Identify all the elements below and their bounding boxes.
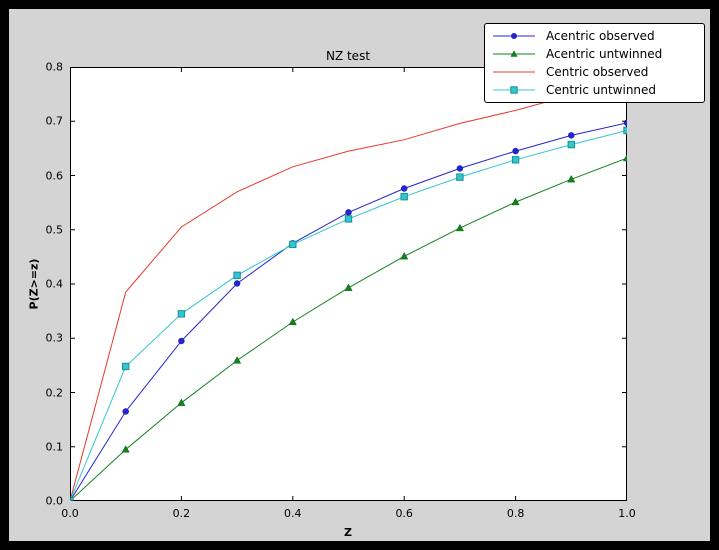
legend-item: Centric untwinned xyxy=(491,83,698,97)
legend-line-sample xyxy=(493,71,535,73)
legend-line-sample xyxy=(493,33,535,39)
x-tick-label: 1.0 xyxy=(618,507,636,520)
y-tick-label: 0.1 xyxy=(45,440,64,454)
y-tick-label: 0.7 xyxy=(45,114,64,128)
y-tick-label: 0.8 xyxy=(45,60,64,74)
legend-item: Acentric untwinned xyxy=(491,47,698,61)
legend-label: Centric observed xyxy=(546,65,649,79)
legend-item: Centric observed xyxy=(491,65,698,79)
y-axis-label: P(Z>=z) xyxy=(27,258,41,310)
x-tick-label: 0.2 xyxy=(172,507,191,520)
y-tick-label: 0.5 xyxy=(45,223,64,237)
figure-area: NZ test Z P(Z>=z) Acentric observed Acent… xyxy=(9,9,710,541)
x-tick-label: 0.4 xyxy=(284,507,302,520)
legend: Acentric observed Acentric untwinned Centr… xyxy=(484,23,705,103)
y-tick-label: 0.2 xyxy=(45,386,64,399)
y-tick-label: 0.0 xyxy=(45,494,64,508)
y-tick-label: 0.6 xyxy=(45,169,64,182)
plot-svg xyxy=(70,67,627,501)
x-tick-label: 0.0 xyxy=(61,507,79,520)
y-tick-label: 0.3 xyxy=(45,331,64,345)
legend-line-sample xyxy=(493,86,535,94)
x-axis-label: Z xyxy=(344,526,352,539)
legend-label: Centric untwinned xyxy=(546,83,657,97)
legend-item: Acentric observed xyxy=(491,29,698,43)
legend-line-sample xyxy=(493,50,535,57)
legend-label: Acentric untwinned xyxy=(546,47,663,61)
x-tick-label: 0.8 xyxy=(506,507,525,520)
legend-label: Acentric observed xyxy=(546,29,655,43)
plot-area xyxy=(70,67,627,501)
x-tick-label: 0.6 xyxy=(395,507,413,520)
y-tick-label: 0.4 xyxy=(45,277,64,291)
chart-title: NZ test xyxy=(325,49,371,63)
